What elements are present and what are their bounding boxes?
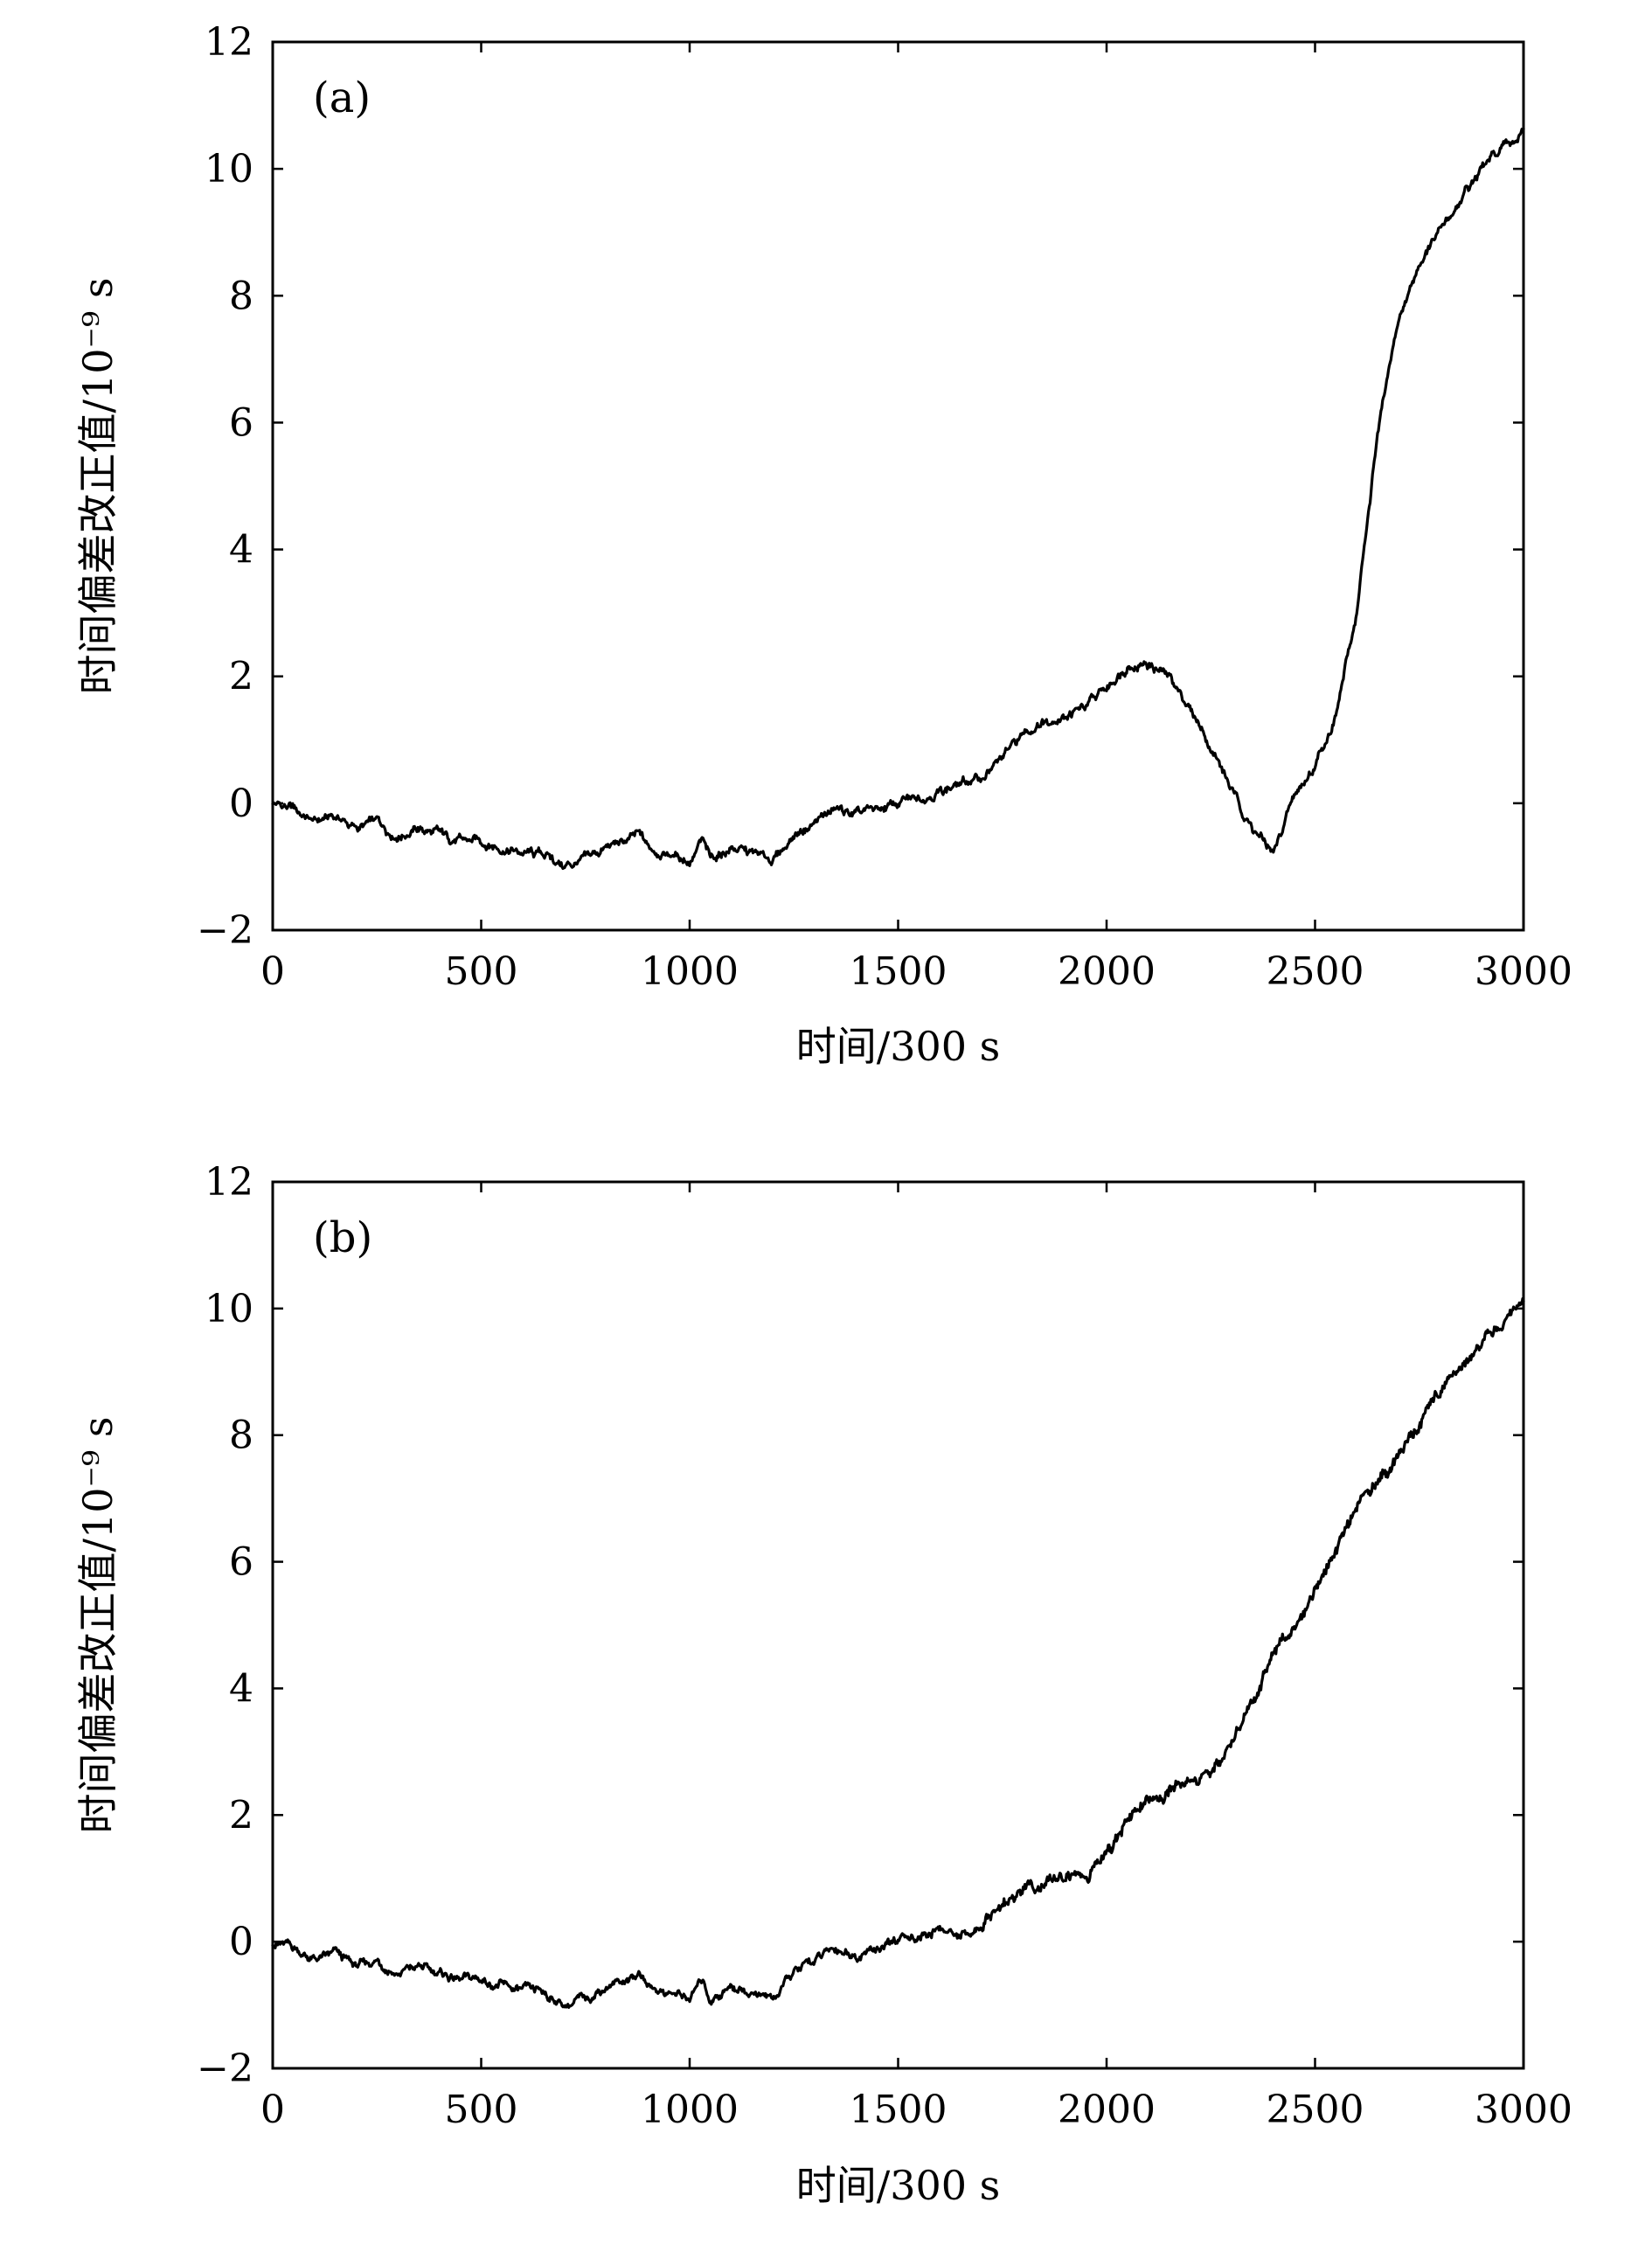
- y-tick-label: 4: [229, 1666, 253, 1711]
- plot-frame: [271, 1180, 1525, 2070]
- y-tick-label: 0: [229, 1920, 253, 1964]
- y-tick-label: 6: [229, 1540, 253, 1585]
- y-tick-label: 8: [229, 1414, 253, 1458]
- plot-frame: [271, 40, 1525, 932]
- y-tick-label: 12: [205, 1160, 253, 1205]
- x-axis-title: 时间/300 s: [796, 2162, 1001, 2209]
- x-tick-label: 500: [445, 2088, 518, 2132]
- panel-a: 0 500 1000 1500 2000 2500 3000−2024681012(a)时间…: [74, 20, 1572, 1070]
- x-axis-title: 时间/300 s: [796, 1023, 1001, 1070]
- series-line: [271, 1297, 1525, 2009]
- series-line: [271, 127, 1525, 871]
- x-tick-label: 1000: [641, 2088, 739, 2132]
- x-tick-label: 0: [260, 2088, 285, 2132]
- x-tick-label: 1500: [850, 949, 947, 994]
- y-tick-label: −2: [197, 2046, 253, 2091]
- y-axis-title: 时间偏差改正值/10⁻⁹ s: [74, 1417, 121, 1834]
- x-tick-label: 3000: [1475, 949, 1572, 994]
- panel-label: (a): [313, 73, 371, 122]
- x-tick-label: 3000: [1475, 2088, 1572, 2132]
- y-tick-label: 12: [205, 20, 253, 65]
- x-tick-label: 1000: [641, 949, 739, 994]
- x-tick-label: 500: [445, 949, 518, 994]
- y-tick-label: 2: [229, 1793, 253, 1838]
- y-tick-label: 10: [205, 147, 253, 191]
- y-tick-label: 8: [229, 274, 253, 318]
- y-tick-label: 4: [229, 528, 253, 573]
- y-tick-label: 6: [229, 400, 253, 445]
- y-tick-label: 0: [229, 782, 253, 826]
- x-tick-label: 2000: [1058, 2088, 1156, 2132]
- x-tick-label: 2500: [1267, 949, 1364, 994]
- y-tick-label: −2: [197, 908, 253, 953]
- y-axis-title: 时间偏差改正值/10⁻⁹ s: [74, 278, 121, 695]
- panel-b: 0 500 1000 1500 2000 2500 3000−2024681012(b)时间…: [74, 1160, 1572, 2209]
- panel-label: (b): [313, 1213, 372, 1262]
- x-tick-label: 1500: [850, 2088, 947, 2132]
- x-tick-label: 2500: [1267, 2088, 1364, 2132]
- y-tick-label: 2: [229, 655, 253, 699]
- x-tick-label: 0: [260, 949, 285, 994]
- y-tick-label: 10: [205, 1287, 253, 1331]
- x-tick-label: 2000: [1058, 949, 1156, 994]
